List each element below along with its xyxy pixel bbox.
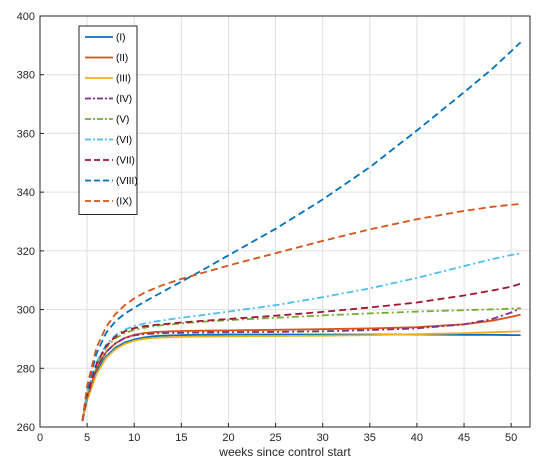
legend-label: (VIII) [116, 176, 138, 187]
x-tick-label: 35 [364, 432, 376, 444]
series-line-4 [81, 307, 521, 422]
series-line-6 [81, 252, 521, 422]
plot-frame [39, 15, 531, 428]
series-line-9 [81, 203, 521, 422]
legend-label: (VII) [116, 156, 135, 167]
y-tick-label: 360 [17, 128, 35, 140]
legend-label: (IV) [116, 94, 132, 105]
x-tick-label: 20 [222, 432, 234, 444]
y-tick-label: 320 [17, 246, 35, 258]
series-line-3 [81, 330, 521, 422]
legend-label: (VI) [116, 135, 132, 146]
series-line-8 [81, 41, 522, 422]
series-line-1 [81, 333, 521, 422]
x-tick-label: 40 [411, 432, 423, 444]
series-lines [81, 41, 522, 422]
x-axis-title: weeks since control start [218, 445, 351, 459]
legend: (I) (II) (III) (IV) (V) (VI) (VII) (VIII) (IX) [78, 25, 138, 215]
y-tick-label: 280 [17, 363, 35, 375]
legend-label: (IX) [116, 197, 132, 208]
series-line-7 [81, 282, 521, 422]
x-tick-label: 25 [269, 432, 281, 444]
y-tick-label: 380 [17, 70, 35, 82]
x-tick-label: 5 [84, 432, 90, 444]
x-tick-label: 10 [128, 432, 140, 444]
y-tick-label: 340 [17, 187, 35, 199]
y-tick-label: 300 [17, 305, 35, 317]
x-tick-label: 0 [37, 432, 43, 444]
legend-label: (II) [116, 53, 128, 64]
x-tick-label: 50 [505, 432, 517, 444]
x-tick-label: 45 [458, 432, 470, 444]
x-tick-label: 15 [175, 432, 187, 444]
axis-ticks: 0 5 10 15 20 25 30 35 40 45 50 260 280 300 320 340 360 38… [17, 11, 518, 444]
legend-label: (III) [116, 74, 131, 85]
y-tick-label: 260 [17, 422, 35, 434]
legend-label: (I) [116, 33, 125, 44]
legend-label: (V) [116, 115, 129, 126]
x-tick-label: 30 [317, 432, 329, 444]
y-tick-label: 400 [17, 11, 35, 23]
